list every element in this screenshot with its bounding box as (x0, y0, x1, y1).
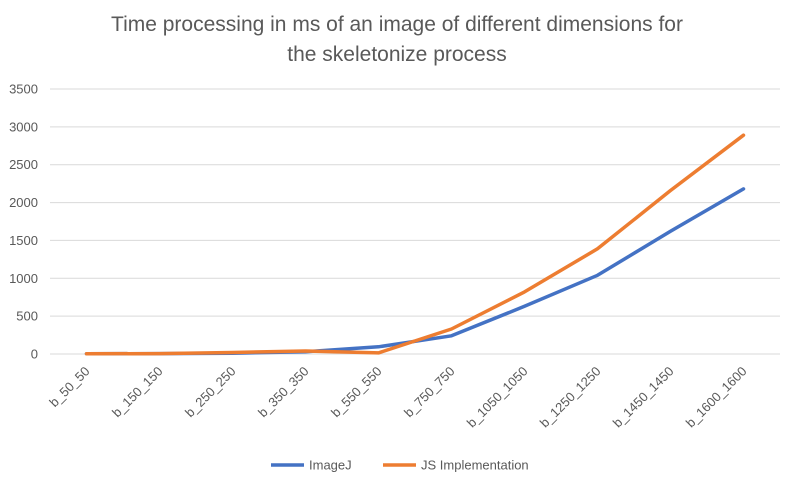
series-line-1 (84, 187, 746, 356)
chart-title-line-1: Time processing in ms of an image of dif… (111, 13, 683, 36)
y-tick-label: 1500 (9, 233, 38, 248)
x-tick-label: b_350_350 (255, 364, 312, 421)
y-axis-ticks: 0 500 1000 1500 2000 2500 3000 3500 (9, 82, 38, 362)
x-tick-label: b_250_250 (182, 364, 239, 421)
y-tick-label: 1000 (9, 271, 38, 286)
legend: ImageJ JS Implementation (271, 458, 529, 473)
x-tick-label: b_1450_1450 (610, 364, 677, 431)
y-tick-label: 2000 (9, 195, 38, 210)
series-line-2 (84, 133, 746, 356)
legend-label: ImageJ (309, 458, 352, 473)
x-tick-label: b_1050_1050 (464, 364, 531, 431)
x-tick-label: b_50_50 (46, 364, 92, 410)
chart-title-line-2: the skeletonize process (287, 43, 506, 66)
x-tick-label: b_1600_1600 (683, 364, 750, 431)
x-axis-ticks: b_50_50 b_150_150 b_250_250 b_350_350 b_550_… (46, 364, 749, 431)
y-tick-label: 3500 (9, 82, 38, 97)
x-tick-label: b_150_150 (109, 364, 166, 421)
series-lines (84, 133, 746, 356)
x-tick-label: b_750_750 (401, 364, 458, 421)
x-tick-label: b_550_550 (328, 364, 385, 421)
x-tick-label: b_1250_1250 (537, 364, 604, 431)
gridlines (50, 88, 780, 355)
y-tick-label: 3000 (9, 119, 38, 134)
y-tick-label: 2500 (9, 157, 38, 172)
y-tick-label: 0 (31, 347, 38, 362)
legend-label: JS Implementation (421, 458, 529, 473)
y-tick-label: 500 (16, 309, 38, 324)
